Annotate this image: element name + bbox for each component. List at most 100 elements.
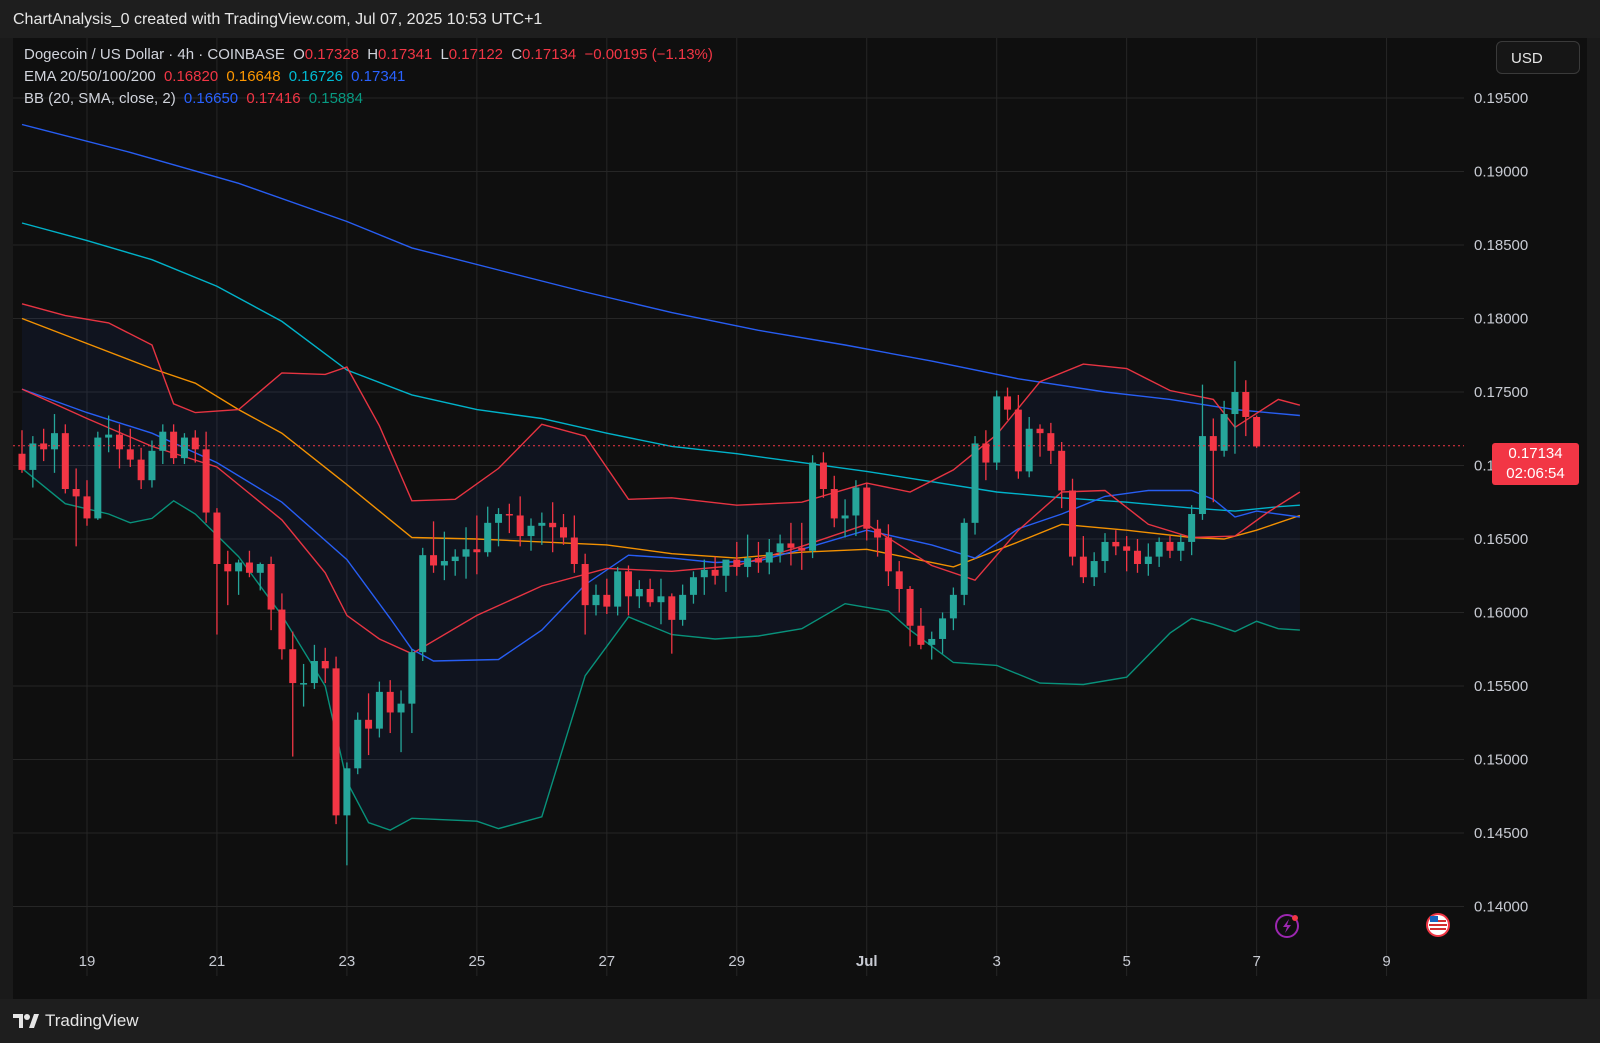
candle-body (787, 543, 795, 548)
candle-body (549, 522, 557, 528)
candle-body (1133, 550, 1141, 564)
candle (1101, 533, 1109, 573)
candle-body (1155, 541, 1163, 557)
price-axis: 0.195000.190000.185000.180000.175000.170… (1474, 90, 1528, 916)
candle-body (386, 691, 394, 713)
bb-label: BB (20, SMA, close, 2) (24, 90, 176, 107)
candle-body (679, 594, 687, 620)
y-tick-label: 0.16000 (1474, 605, 1528, 622)
symbol-title[interactable]: Dogecoin / US Dollar · 4h · COINBASE (24, 46, 285, 63)
candle-body (689, 577, 697, 595)
bb-upper-value: 0.17416 (246, 90, 301, 107)
candle (1047, 422, 1055, 465)
candle (570, 515, 578, 573)
ema-label: EMA 20/50/100/200 (24, 68, 156, 85)
x-tick-label: 19 (79, 953, 96, 970)
candle (332, 656, 340, 825)
candle-body (982, 443, 990, 463)
candle (1242, 380, 1250, 437)
chart-frame[interactable] (13, 38, 1587, 999)
y-tick-label: 0.19000 (1474, 164, 1528, 181)
candle (939, 612, 947, 654)
footer-bar: TradingView (0, 999, 1600, 1043)
candle (40, 428, 48, 462)
candle-body (451, 556, 459, 562)
y-tick-label: 0.17500 (1474, 384, 1528, 401)
candle (137, 447, 145, 490)
candle-body (397, 703, 405, 713)
candle (1004, 387, 1012, 420)
x-tick-label: 3 (993, 953, 1001, 970)
candle (830, 475, 838, 528)
candle (191, 430, 199, 463)
candle-body (657, 596, 665, 603)
candle (527, 518, 535, 551)
candle (1112, 530, 1120, 556)
candle-body (180, 437, 188, 459)
candle (754, 541, 762, 573)
candle-body (1231, 392, 1239, 415)
candle-body (126, 449, 134, 460)
candle-body (267, 563, 275, 610)
candle-body (1014, 409, 1022, 472)
series-line-ema-200 (21, 123, 1300, 417)
candle-body (754, 558, 762, 563)
candle (1155, 537, 1163, 567)
candle-body (1242, 392, 1250, 417)
candle-body (365, 719, 373, 729)
candle-body (863, 487, 871, 529)
currency-button[interactable]: USD (1496, 41, 1580, 74)
high-value: 0.17341 (378, 46, 433, 63)
legend-bb-row[interactable]: BB (20, SMA, close, 2) 0.16650 0.17416 0… (24, 90, 367, 107)
open-value: 0.17328 (304, 46, 360, 63)
candle-body (148, 450, 156, 481)
candle-body (300, 683, 308, 685)
candle (863, 483, 871, 541)
candle-body (278, 609, 286, 650)
candle-body (711, 569, 719, 576)
candle-body (1036, 428, 1044, 434)
candle-body (1209, 436, 1217, 451)
candle (993, 390, 1001, 470)
y-tick-label: 0.19500 (1474, 90, 1528, 107)
candle-body (744, 558, 752, 567)
x-tick-label: 5 (1122, 953, 1130, 970)
candle-body (635, 588, 643, 597)
candle-body (722, 559, 730, 576)
candle-body (170, 431, 178, 459)
candle-body (375, 691, 383, 729)
candle-body (1079, 556, 1087, 578)
last-price-tag: 0.17134 02:06:54 (1492, 443, 1579, 485)
last-price-value: 0.17134 (1508, 445, 1563, 462)
candle-body (61, 433, 69, 490)
candle-body (202, 449, 210, 513)
candle-body (40, 443, 48, 450)
ema100-value: 0.16726 (288, 68, 343, 85)
candle (170, 424, 178, 465)
candle-body (18, 453, 26, 470)
candle (538, 512, 546, 545)
candle (1231, 361, 1239, 454)
candle (256, 562, 264, 591)
candle-body (841, 515, 849, 519)
candle-body (581, 563, 589, 606)
candle (624, 565, 632, 616)
candle (180, 433, 188, 465)
close-value: 0.17134 (522, 46, 577, 63)
candle (798, 522, 806, 570)
candle (397, 690, 405, 753)
candle (592, 584, 600, 616)
tradingview-logo[interactable]: TradingView (13, 1011, 139, 1031)
candle-body (570, 537, 578, 564)
candle-body (159, 431, 167, 451)
candle-body (917, 625, 925, 645)
ema50-value: 0.16648 (226, 68, 281, 85)
x-tick-label: 25 (469, 953, 486, 970)
legend-ema-row[interactable]: EMA 20/50/100/200 0.16820 0.16648 0.1672… (24, 68, 409, 85)
candle (1220, 400, 1228, 457)
candle (928, 631, 936, 660)
candle (235, 559, 243, 595)
y-tick-label: 0.15500 (1474, 678, 1528, 695)
candle-body (191, 437, 199, 450)
